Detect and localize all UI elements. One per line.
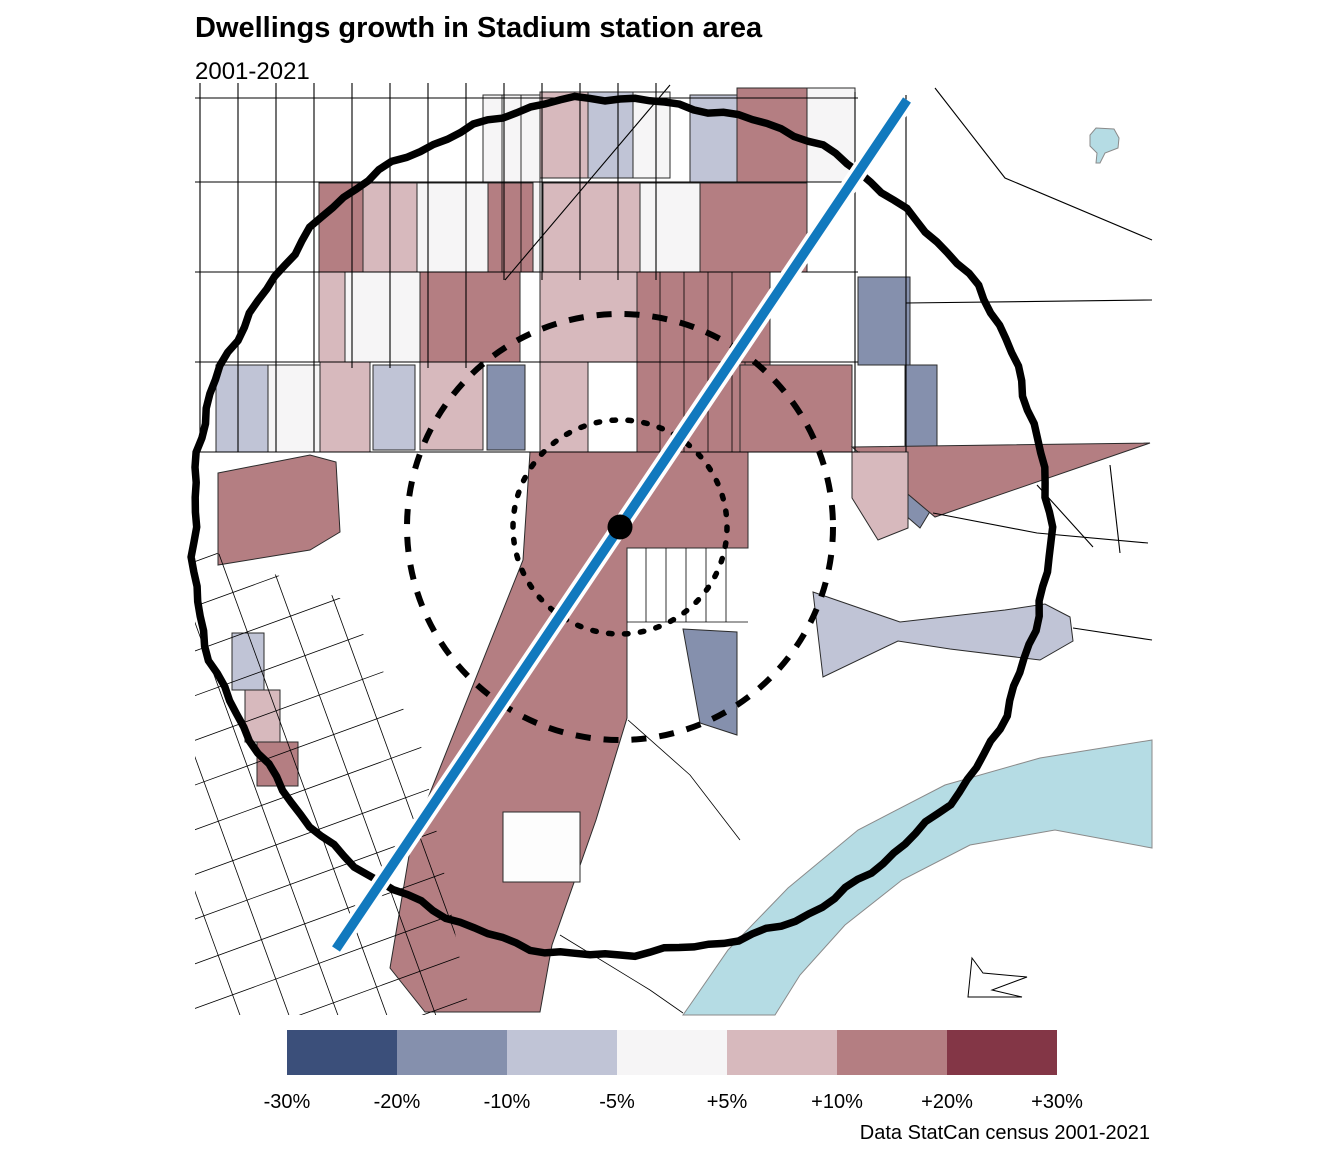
legend-swatch-p5: [727, 1030, 837, 1075]
street-grid-line: [195, 861, 470, 1015]
census-block: [587, 91, 634, 179]
legend-swatch-p20: [947, 1030, 1057, 1075]
census-block: [539, 271, 638, 363]
legend-label: -10%: [483, 1091, 531, 1113]
census-block: [539, 361, 589, 453]
street-grid-line: [195, 782, 470, 995]
street-grid-line: [261, 545, 470, 1015]
river: [682, 739, 1153, 1016]
street-grid-line: [0, 679, 92, 1152]
legend-label: -20%: [373, 1091, 421, 1113]
street-grid-line: [195, 600, 309, 1015]
census-block: [699, 182, 808, 273]
radius-ring-outer: [187, 92, 1057, 961]
legend-swatch-m10: [507, 1030, 617, 1075]
radius-ring-inner-dotted: [510, 417, 730, 637]
census-block: [319, 361, 371, 453]
census-block-funnel: [812, 591, 1074, 678]
street-grid-line: [195, 900, 470, 1015]
street-grid-line: [195, 584, 352, 1015]
census-blocks: [215, 87, 1151, 1013]
census-block: [318, 271, 346, 363]
legend-label: +5%: [706, 1091, 748, 1113]
station-marker: [607, 514, 633, 540]
map-subtitle: 2001-2021: [195, 58, 310, 85]
legend-label: +10%: [811, 1091, 863, 1113]
small-parcel: [967, 956, 1028, 998]
street-grid-line: [218, 552, 438, 1015]
street-grid-line: [0, 663, 135, 1152]
legend-label: +30%: [1031, 1091, 1083, 1113]
legend-swatch-m30: [287, 1030, 397, 1075]
census-block: [542, 182, 641, 273]
census-block: [851, 451, 909, 541]
legend-swatch-p10: [837, 1030, 947, 1075]
census-block: [486, 364, 526, 451]
census-block: [344, 271, 421, 363]
legend-label: +20%: [921, 1091, 973, 1113]
census-block-stadium-corridor: [389, 451, 749, 1013]
legend: -30% -20% -10% -5% +5% +10% +20% +30%: [264, 1030, 1083, 1115]
census-block: [267, 364, 321, 453]
legend-labels: -30% -20% -10% -5% +5% +10% +20% +30%: [264, 1091, 1083, 1115]
street-grid-line: [195, 821, 470, 1015]
legend-label: -30%: [263, 1091, 311, 1113]
street-grid-line: [0, 647, 178, 1152]
attribution: Data StatCan census 2001-2021: [859, 1122, 1150, 1144]
census-block: [636, 271, 771, 371]
legend-label: -5%: [599, 1091, 635, 1113]
census-block: [487, 182, 534, 273]
census-block: [231, 632, 265, 691]
legend-swatch-m20: [397, 1030, 507, 1075]
census-block: [682, 628, 738, 736]
legend-swatch-m5: [617, 1030, 727, 1075]
pond: [1089, 127, 1120, 164]
census-block: [502, 811, 581, 883]
census-block: [372, 364, 416, 451]
station-radius-rings: [187, 92, 1057, 961]
census-block: [639, 182, 701, 273]
street-grid-line: [195, 631, 222, 1015]
map-title: Dwellings growth in Stadium station area: [195, 12, 763, 44]
radius-ring-middle-dashed: [404, 311, 836, 743]
legend-color-bar: [287, 1030, 1057, 1075]
census-block: [217, 454, 341, 566]
census-block: [215, 364, 269, 453]
water-features: [682, 127, 1153, 1016]
census-block: [857, 276, 911, 366]
